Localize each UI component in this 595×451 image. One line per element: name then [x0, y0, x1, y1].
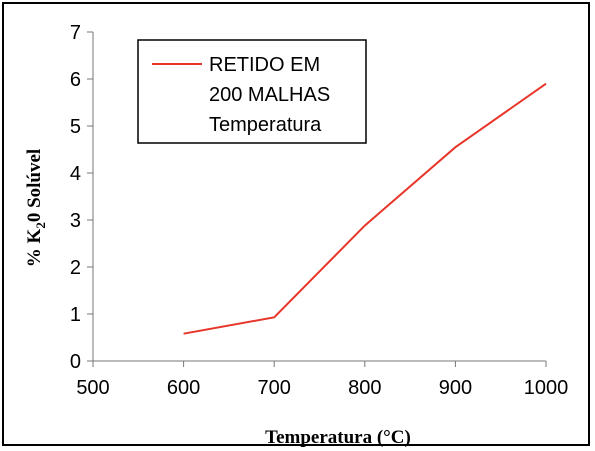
y-tick-label: 6: [70, 69, 81, 91]
x-tick-label: 600: [167, 377, 200, 399]
y-axis-ticks: 0 1 2 3 4 5 6 7: [70, 22, 93, 373]
x-axis-ticks: 500 600 700 800 900 1000: [76, 361, 568, 399]
y-axis-title: % K20 Solúvel: [24, 149, 48, 267]
x-tick-label: 1000: [524, 377, 569, 399]
y-tick-label: 3: [70, 210, 81, 232]
x-axis-title: Temperatura (°C): [265, 427, 411, 448]
series-layer: [183, 82, 547, 335]
y-tick-label: 5: [70, 116, 81, 138]
axes: [92, 32, 546, 362]
y-tick-label: 0: [70, 351, 81, 373]
y-tick-label: 1: [70, 304, 81, 326]
y-tick-label: 4: [70, 163, 81, 185]
legend-label-line-3: Temperatura: [209, 114, 322, 136]
x-tick-label: 700: [258, 377, 291, 399]
series-line: [183, 82, 547, 335]
legend-label-line-2: 200 MALHAS: [209, 84, 330, 106]
y-axis-title-part-1: % K: [24, 228, 45, 267]
y-axis-title-subscript: 2: [33, 222, 48, 229]
x-tick-label: 500: [76, 377, 109, 399]
y-tick-label: 2: [70, 257, 81, 279]
legend: RETIDO EM 200 MALHAS Temperatura: [137, 39, 367, 144]
y-axis-title-part-2: 0 Solúvel: [24, 149, 45, 222]
legend-label-line-1: RETIDO EM: [209, 54, 320, 76]
x-tick-label: 900: [439, 377, 472, 399]
legend-box: [137, 39, 367, 144]
y-tick-label: 7: [70, 22, 81, 44]
x-tick-label: 800: [348, 377, 381, 399]
